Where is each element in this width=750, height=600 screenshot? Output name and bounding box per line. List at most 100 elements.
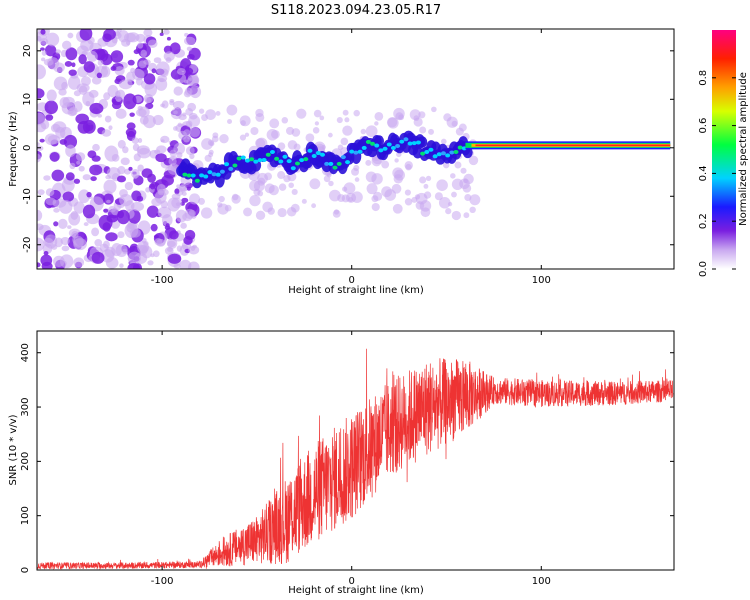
spectrogram-ridge-core — [353, 150, 359, 155]
spectrogram-speckle — [147, 260, 154, 266]
spectrogram-speckle — [169, 42, 181, 55]
snr-marks — [37, 348, 674, 570]
spectrogram-speckle — [150, 183, 156, 190]
spectrogram-speckle — [281, 117, 289, 124]
spectrogram-speckle — [168, 230, 179, 240]
spectrogram-speckle — [91, 227, 100, 237]
spectrogram-speckle — [454, 161, 462, 169]
spectrogram-marks — [37, 29, 671, 269]
spectrogram-speckle — [269, 118, 280, 129]
spectrogram-speckle — [464, 193, 472, 202]
spectrogram-speckle — [208, 149, 214, 155]
spectrogram-speckle — [132, 143, 140, 152]
spectrogram-speckle — [142, 115, 156, 129]
spectrogram-speckle — [159, 32, 164, 36]
spectrogram-speckle — [146, 205, 159, 218]
spectrogram-speckle — [198, 108, 205, 114]
spectrogram-speckle — [313, 109, 322, 118]
spectrogram-ridge-core — [303, 157, 309, 162]
spectrogram-speckle — [404, 161, 413, 170]
spectrogram-speckle — [86, 191, 92, 198]
spectrogram-ridge-core — [286, 159, 292, 164]
spectrogram-speckle — [323, 175, 331, 183]
spectrogram-speckle — [165, 57, 172, 63]
spectrogram-speckle — [179, 259, 192, 269]
spectrogram-speckle — [314, 121, 320, 126]
spectrogram-speckle — [131, 190, 142, 202]
spectrogram-speckle — [157, 206, 172, 219]
spectrogram-speckle — [73, 201, 85, 214]
snr-frame — [36, 330, 675, 571]
spectrogram-speckle — [115, 90, 121, 98]
spectrogram-speckle — [451, 191, 457, 198]
spectrogram-speckle — [431, 106, 437, 113]
spectrogram-ridge-core — [261, 157, 267, 162]
spectrogram-speckle — [277, 171, 286, 180]
spectrogram-speckle — [328, 132, 333, 138]
spectrogram-speckle — [423, 183, 429, 189]
spectrogram-speckle — [418, 111, 426, 119]
spectrogram-ridge-core — [215, 172, 221, 177]
spectrogram-speckle — [278, 183, 287, 191]
spectrogram-speckle — [207, 139, 215, 146]
spectrogram-speckle — [428, 128, 434, 135]
spectrogram-speckle — [97, 59, 104, 66]
spectrogram-speckle — [47, 134, 61, 145]
colorbar-tick-label: 0.0 — [698, 261, 709, 277]
spectrogram-speckle — [189, 193, 201, 205]
spectrogram-speckle — [185, 107, 194, 116]
spectrogram-speckle — [175, 209, 187, 223]
spectrogram-speckle — [37, 209, 43, 222]
spectrogram-speckle — [176, 245, 183, 252]
spectrogram-ridge-core — [307, 148, 313, 153]
spectrogram-speckle — [37, 64, 46, 80]
spectrogram-speckle — [287, 140, 298, 150]
spectrogram-speckle — [185, 146, 195, 155]
spectrogram-speckle — [232, 193, 239, 201]
spectrogram-speckle — [135, 77, 143, 86]
spectrogram-speckle — [155, 153, 167, 163]
spectrogram-speckle — [443, 161, 450, 169]
snr-series-line — [37, 348, 674, 570]
spectrogram-speckle — [147, 173, 156, 183]
spectrogram-speckle — [67, 225, 72, 229]
spectrogram-frame — [36, 28, 675, 270]
spectrogram-speckle — [371, 202, 380, 212]
spectrogram-ridge-core — [282, 154, 288, 159]
spectrogram-speckle — [44, 44, 57, 57]
spectrogram-speckle — [198, 197, 205, 205]
spectrogram-speckle — [61, 245, 70, 252]
spectrogram-speckle — [103, 240, 110, 249]
spectrogram-ridge-core — [357, 149, 363, 154]
x-tick-label: -100 — [151, 576, 174, 587]
spectrogram-speckle — [49, 151, 60, 162]
spectrogram-speckle — [200, 207, 213, 219]
y-tick-label: 200 — [20, 452, 31, 471]
snr-xlabel: Height of straight line (km) — [288, 585, 424, 596]
spectrogram-speckle — [182, 112, 187, 117]
spectrogram-speckle — [140, 49, 147, 58]
spectrogram-ridge-core — [411, 141, 417, 146]
spectrogram-speckle — [157, 74, 168, 83]
spectrogram-speckle — [53, 221, 59, 227]
spectrogram-speckle — [463, 212, 470, 219]
spectrogram-speckle — [244, 132, 250, 137]
spectrogram-speckle — [37, 223, 44, 231]
spectrogram-speckle — [137, 241, 150, 254]
y-tick-label: -10 — [22, 188, 33, 204]
spectrogram-speckle — [83, 61, 95, 73]
spectrogram-speckle — [205, 109, 216, 120]
spectrogram-speckle — [129, 112, 135, 117]
spectrogram-speckle — [64, 61, 73, 67]
spectrogram-speckle — [65, 144, 76, 158]
spectrogram-ridge-core — [361, 145, 367, 150]
spectrogram-speckle — [45, 114, 54, 121]
spectrogram-ridge-core — [340, 155, 346, 160]
spectrogram-ridge-core — [290, 166, 296, 171]
spectrogram-speckle — [124, 181, 134, 191]
spectrogram-speckle — [283, 175, 291, 183]
spectrogram-ridge-core — [370, 141, 376, 146]
spectrogram-speckle — [319, 115, 325, 121]
spectrogram-speckle — [288, 182, 294, 189]
colorbar-tick-label: 0.8 — [698, 70, 709, 86]
